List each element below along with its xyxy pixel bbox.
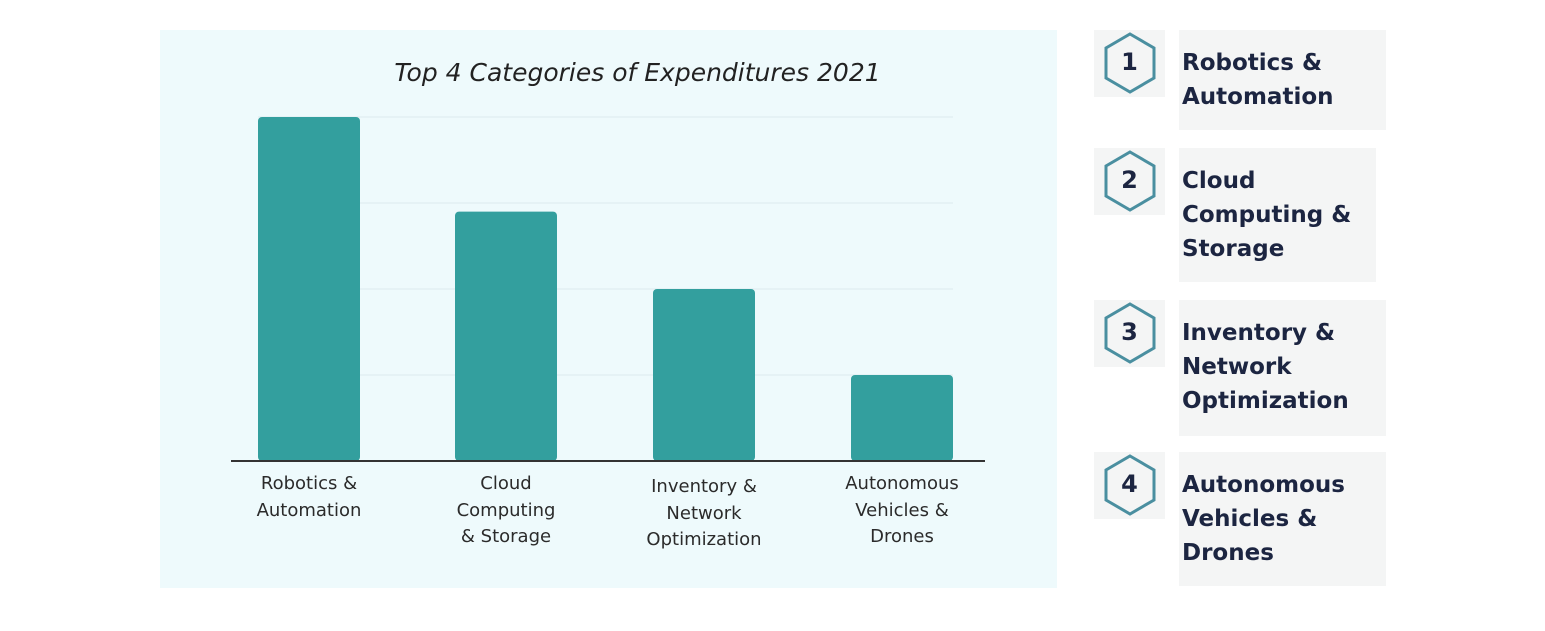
hexagon-icon — [1104, 150, 1156, 212]
rank-badge-4: 4 — [1094, 452, 1165, 519]
rank-badge-3: 3 — [1094, 300, 1165, 367]
bar — [653, 289, 755, 461]
legend-item-4: Autonomous Vehicles & Drones — [1179, 452, 1386, 586]
legend-item-3: Inventory & Network Optimization — [1179, 300, 1386, 436]
legend-item-2: Cloud Computing & Storage — [1179, 148, 1376, 282]
x-tick-label: Inventory & Network Optimization — [646, 476, 762, 550]
bar — [258, 117, 360, 461]
rank-badge-1: 1 — [1094, 30, 1165, 97]
x-tick-label: Autonomous Vehicles & Drones — [845, 473, 959, 547]
legend-item-1: Robotics & Automation — [1179, 30, 1386, 130]
hexagon-icon — [1104, 454, 1156, 516]
rank-badge-2: 2 — [1094, 148, 1165, 215]
bar — [455, 211, 557, 461]
x-tick-label: Cloud Computing & Storage — [456, 473, 556, 547]
bar — [851, 375, 953, 461]
chart-title: Top 4 Categories of Expenditures 2021 — [394, 58, 881, 87]
hexagon-icon — [1104, 302, 1156, 364]
hexagon-icon — [1104, 32, 1156, 94]
x-tick-label: Robotics & Automation — [256, 473, 362, 521]
